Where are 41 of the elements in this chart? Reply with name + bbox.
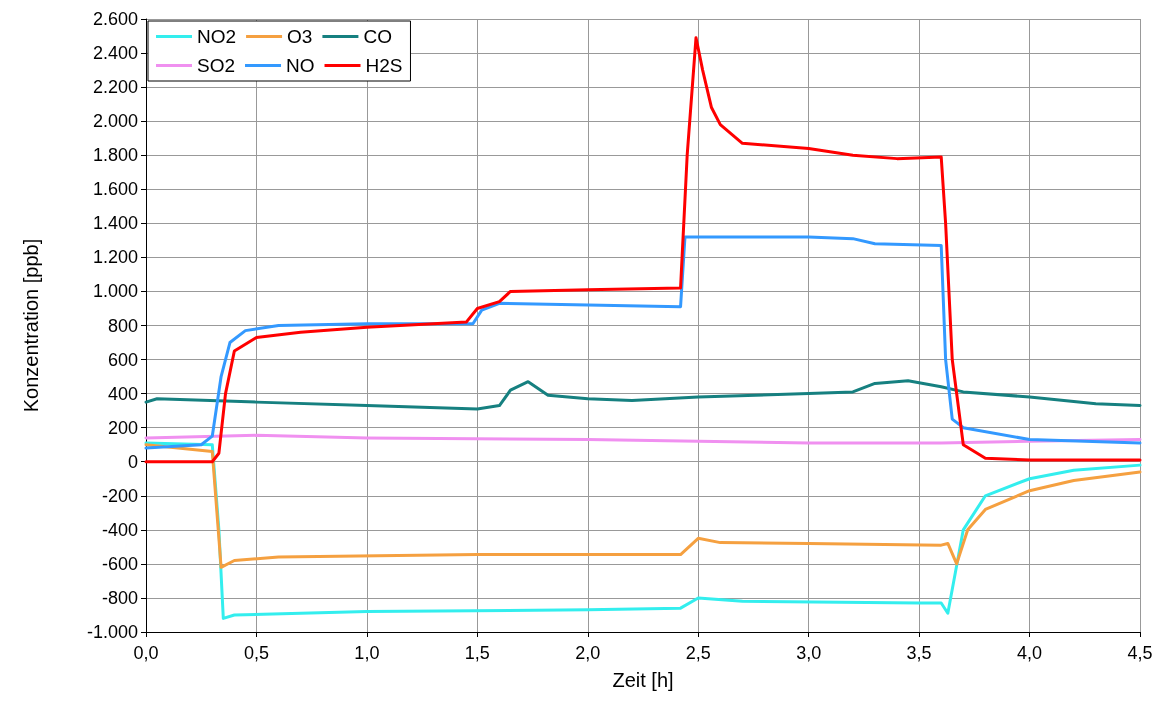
y-tick-label: 200 xyxy=(107,417,138,438)
x-tick-label: 0,5 xyxy=(243,643,269,663)
legend-label: NO xyxy=(286,55,315,76)
line-series xyxy=(144,443,1142,569)
y-tick-label: 2.400 xyxy=(92,43,138,64)
y-tick-label: 2.600 xyxy=(92,9,138,29)
x-tick-label: 0,0 xyxy=(133,643,159,663)
line-series xyxy=(144,379,1142,411)
y-tick-label: 0 xyxy=(127,451,138,472)
legend-label: NO2 xyxy=(197,26,237,47)
x-tick-label: 1,0 xyxy=(354,643,380,663)
y-tick-label: -600 xyxy=(101,553,138,574)
x-axis-title: Zeit [h] xyxy=(612,669,674,691)
legend-label: H2S xyxy=(365,55,403,76)
x-tick-label: 2,5 xyxy=(685,643,711,663)
x-tick-label: 2,0 xyxy=(575,643,601,663)
legend-label: SO2 xyxy=(197,55,236,76)
x-tick-label: 3,0 xyxy=(796,643,822,663)
y-tick-label: 600 xyxy=(107,349,138,370)
y-tick-label: 1.600 xyxy=(92,179,138,200)
legend-label: CO xyxy=(363,26,392,47)
y-tick-label: -400 xyxy=(101,519,138,540)
line-series xyxy=(144,433,1142,445)
y-tick-label: -800 xyxy=(101,587,138,608)
y-tick-label: 1.000 xyxy=(92,281,138,302)
x-tick-label: 4,0 xyxy=(1017,643,1043,663)
y-tick-label: 400 xyxy=(107,383,138,404)
legend-label: O3 xyxy=(287,26,313,47)
x-tick-label: 1,5 xyxy=(464,643,490,663)
y-tick-label: 1.400 xyxy=(92,213,138,234)
y-tick-label: -200 xyxy=(101,485,138,506)
y-tick-label: 800 xyxy=(107,315,138,336)
x-tick-label: 4,5 xyxy=(1127,643,1153,663)
y-tick-label: 2.200 xyxy=(92,77,138,98)
x-tick-label: 3,5 xyxy=(906,643,932,663)
y-tick-label: -1.000 xyxy=(86,622,138,642)
y-tick-label: 2.000 xyxy=(92,111,138,132)
y-tick-label: 1.800 xyxy=(92,145,138,166)
line-series xyxy=(144,235,1142,450)
y-axis-title: Konzentration [ppb] xyxy=(20,238,42,413)
y-tick-label: 1.200 xyxy=(92,247,138,268)
